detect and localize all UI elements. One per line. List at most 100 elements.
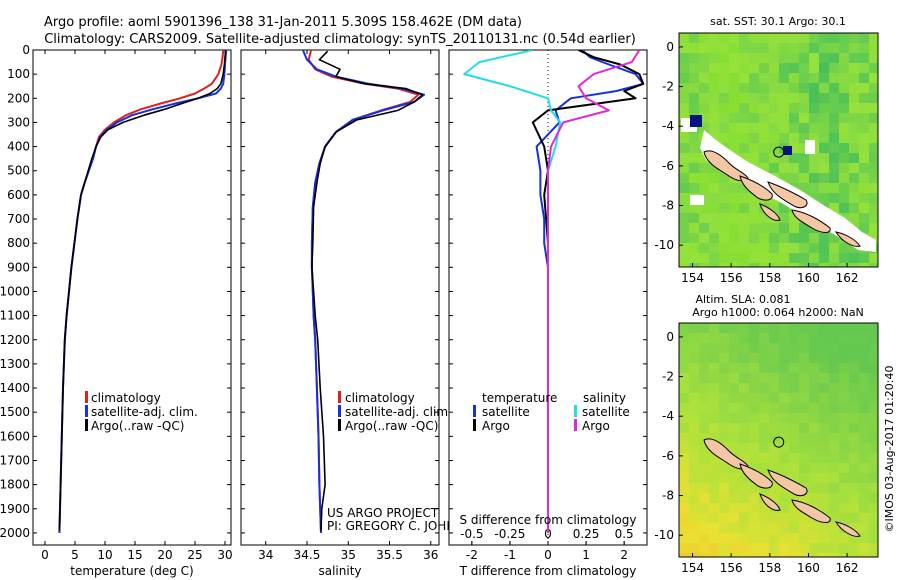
map-cell <box>729 523 740 534</box>
map-cell <box>799 553 810 557</box>
map-cell <box>769 383 780 394</box>
map-cell <box>839 553 850 557</box>
map-cell <box>759 373 770 384</box>
map-cell <box>729 103 740 114</box>
map-cell <box>689 373 700 384</box>
map-cell <box>789 333 800 344</box>
map-cell <box>779 343 790 354</box>
map-cell <box>869 503 878 514</box>
x-tick-label: 35.5 <box>376 548 403 562</box>
map-cell <box>809 193 820 204</box>
map-cell <box>869 203 878 214</box>
island-shape <box>759 203 781 221</box>
map-cell <box>819 403 830 414</box>
map-cell <box>789 413 800 424</box>
x-tick-label: 25 <box>187 548 202 562</box>
depth-tick-label: 800 <box>7 236 30 250</box>
map-cell <box>709 123 720 134</box>
map-cell <box>869 383 878 394</box>
map-cell <box>839 103 850 114</box>
map-cell <box>699 183 710 194</box>
map-cell <box>759 133 770 144</box>
map-cell <box>779 513 790 524</box>
map-cell <box>789 143 800 154</box>
map-cell <box>699 253 710 264</box>
map-cell <box>859 423 870 434</box>
map-cell <box>689 243 700 254</box>
map-cell <box>829 173 840 184</box>
x-tick-label: 10 <box>97 548 112 562</box>
map-cell <box>799 113 810 124</box>
map-cell <box>809 483 820 494</box>
lon-tick-label: 162 <box>836 271 859 285</box>
map-cell <box>779 453 790 464</box>
map-cell <box>719 523 730 534</box>
map-cell <box>859 483 870 494</box>
map-cell <box>699 213 710 224</box>
map-cell <box>709 33 720 44</box>
map-cell <box>739 133 750 144</box>
map-cell <box>849 133 860 144</box>
legend-label-satellite: satellite-adj. clim. <box>91 405 198 419</box>
map-cell <box>859 163 870 174</box>
map-cell <box>809 153 820 164</box>
map-cell <box>869 123 878 134</box>
map-cell <box>859 433 870 444</box>
map-cell <box>849 73 860 84</box>
map-cell <box>729 443 740 454</box>
depth-tick-label: 500 <box>7 164 30 178</box>
map-cell <box>769 83 780 94</box>
map-cell <box>759 93 770 104</box>
legend-swatch-s-satellite <box>574 405 577 417</box>
map-cell <box>729 43 740 54</box>
map-cell <box>869 533 878 544</box>
map-cell <box>699 123 710 134</box>
map-cell <box>779 533 790 544</box>
map-cell <box>769 233 780 244</box>
map-cell <box>799 523 810 534</box>
map-cell <box>769 73 780 84</box>
map-cell <box>719 363 730 374</box>
map-cell <box>869 483 878 494</box>
map-cell <box>739 513 750 524</box>
map-cell <box>789 113 800 124</box>
map-cell <box>679 333 690 344</box>
map-cell <box>699 373 710 384</box>
map-cell <box>839 463 850 474</box>
map-cell <box>859 503 870 514</box>
map-cell <box>739 433 750 444</box>
legend-label-satellite: satellite-adj. clim. <box>345 405 452 419</box>
map-cell <box>849 423 860 434</box>
map-cell <box>679 433 690 444</box>
depth-tick-label: 400 <box>7 140 30 154</box>
map-cell <box>789 163 800 174</box>
map-cell <box>839 413 850 424</box>
sla-map-title-line-1: Altim. SLA: 0.081 <box>695 293 790 306</box>
map-cell <box>689 143 700 154</box>
map-cell <box>789 423 800 434</box>
map-cell <box>759 513 770 524</box>
map-cell <box>749 113 760 124</box>
map-cell <box>799 83 810 94</box>
map-cell <box>809 83 820 94</box>
map-cell <box>719 123 730 134</box>
lat-tick-label: -6 <box>662 159 674 173</box>
map-cell <box>839 33 850 44</box>
map-cell <box>759 53 770 64</box>
map-cell <box>789 253 800 264</box>
map-cell <box>849 323 860 334</box>
map-cell <box>819 413 830 424</box>
map-cell <box>759 463 770 474</box>
map-cell <box>759 443 770 454</box>
map-cell <box>859 123 870 134</box>
map-cell <box>759 533 770 544</box>
map-cell <box>809 413 820 424</box>
map-cell <box>709 333 720 344</box>
map-cell <box>729 473 740 484</box>
map-cell <box>749 223 760 234</box>
map-cell <box>779 323 790 334</box>
salinity-axis-label: salinity <box>318 564 361 578</box>
map-cell <box>789 133 800 144</box>
map-cell <box>749 333 760 344</box>
map-cell <box>869 513 878 524</box>
